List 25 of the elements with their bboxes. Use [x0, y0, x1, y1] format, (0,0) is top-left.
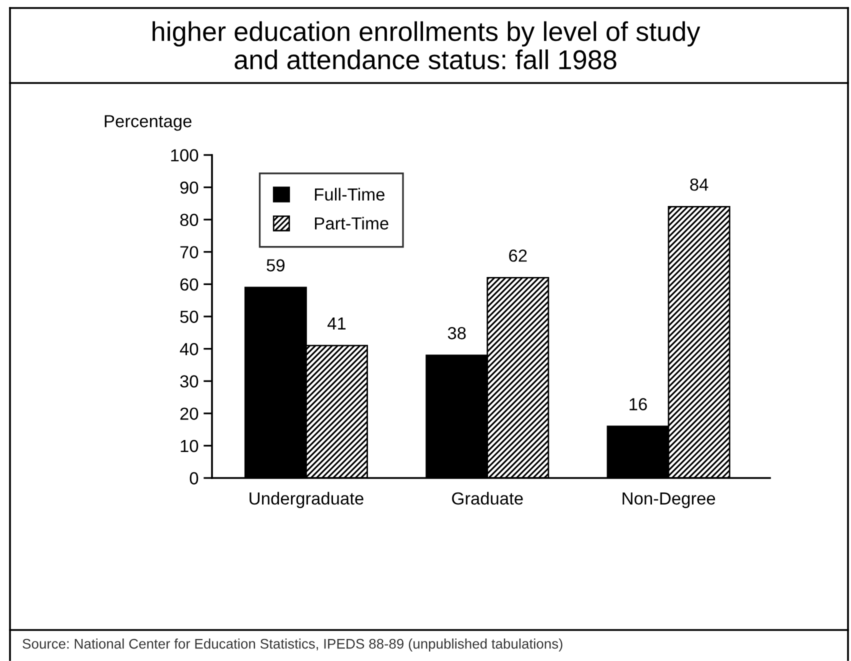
y-tick-label: 50: [180, 310, 198, 323]
y-tick-label: 0: [190, 472, 198, 484]
y-tick-label: 100: [171, 149, 198, 162]
x-tick-label: Undergraduate: [250, 492, 364, 508]
data-label: 41: [327, 318, 346, 330]
data-label: 59: [266, 259, 285, 272]
chart-title: higher education enrollments by level of study and attendance status: fall 1988: [152, 21, 700, 70]
y-axis-title: Percentage: [104, 115, 192, 131]
data-label: 62: [509, 250, 527, 262]
y-tick-label: 60: [180, 278, 198, 291]
y-tick-label: 80: [180, 214, 198, 226]
y-tick-label: 40: [180, 342, 198, 356]
data-label: 38: [448, 327, 466, 340]
legend-label: Full-Time: [314, 188, 384, 201]
x-tick-label: Non-Degree: [622, 492, 716, 508]
legend-label: Part-Time: [314, 216, 388, 230]
y-tick-label: 30: [180, 375, 198, 388]
x-tick-label: Graduate: [452, 492, 523, 505]
y-tick-label: 20: [180, 408, 198, 420]
data-label: 84: [690, 178, 708, 191]
source-note: Source: National Center for Education Statistics, IPEDS 88-89 (unpublished tabulations): [22, 638, 562, 652]
y-tick-label: 90: [180, 181, 198, 194]
data-label: 16: [630, 398, 647, 410]
y-tick-label: 10: [180, 440, 198, 452]
y-tick-label: 70: [180, 246, 198, 258]
